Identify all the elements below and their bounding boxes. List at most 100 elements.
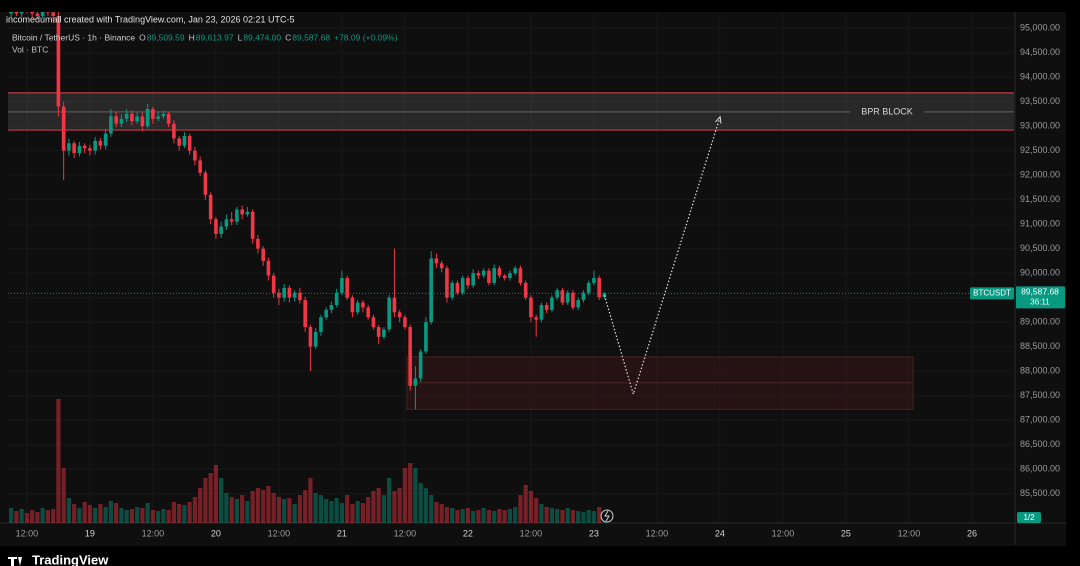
candle-body [193,150,197,161]
candle-body [445,268,449,298]
brand: TradingView [32,552,109,566]
candle-body [19,12,24,14]
candle-body [219,226,223,234]
candle-body [203,172,208,195]
candle-body [250,211,255,239]
plot-area: BPR BLOCK [8,12,1015,523]
page-indicator-bg[interactable] [1017,512,1041,523]
volume-bar [271,493,276,523]
candle-body [77,145,82,154]
candle-body [130,113,134,122]
volume-bar [240,495,245,523]
page-indicator[interactable]: 1/2 [1023,513,1035,522]
candle-body [61,106,66,151]
candle-body [82,145,87,149]
candle-body [466,278,470,286]
chart-background [0,12,1066,546]
x-tick-label: 25 [841,528,851,538]
volume-bar [82,502,87,523]
candle-body [292,292,297,298]
volume-bar [51,509,56,523]
x-tick-label: 24 [715,528,725,538]
candle-body [14,12,19,14]
volume-bar [266,486,271,523]
volume-bar [523,485,528,523]
candle-body [166,113,171,124]
volume-bar [187,502,192,523]
candle-body [508,273,512,279]
candle-body [135,116,139,122]
volume-bar [208,473,213,523]
volume-bar [166,510,171,523]
y-tick-label: 94,500.00 [1020,47,1060,57]
volume-bar [93,508,98,523]
volume-bar [439,504,444,523]
volume-bar [313,493,318,523]
volume-bar [360,503,366,523]
price-tag-bg [1016,286,1065,309]
candle-body [586,282,591,293]
candle-body [56,15,61,107]
candle-body [187,135,192,151]
volume-bar [492,511,497,523]
volume-bar [497,509,502,523]
volume-bar [355,501,360,523]
volume-bar [114,503,119,523]
candle-body [172,123,176,139]
volume-bar [397,488,402,523]
ohlc-value: 89,587.68 [292,32,330,42]
volume-bar [402,468,408,523]
candle-body [324,309,328,318]
x-tick-label: 22 [463,528,473,538]
volume-bar [234,499,240,523]
volume-bar [245,501,250,523]
volume-bar [350,504,355,523]
candle-body [460,278,465,293]
y-tick-label: 90,000.00 [1020,268,1060,278]
symbol-tag: BTCUSDT [973,288,1011,297]
candle-body [40,12,45,16]
volume-bar [460,509,465,523]
y-tick-label: 85,500.00 [1020,488,1060,498]
candle-body [182,135,187,146]
ohlc-key: C [285,32,291,42]
volume-bar [66,498,72,523]
volume-bar [198,488,203,523]
candle-body [271,275,276,293]
attribution: incomedumall created with TradingView.co… [6,14,295,24]
candle-body [229,219,234,222]
y-tick-label: 90,500.00 [1020,243,1060,253]
candle-body [151,109,155,119]
candle-body [177,138,181,146]
ohlc-key: H [189,32,195,42]
candle-body [371,317,376,328]
volume-bar [455,510,460,523]
volume-bar [282,499,287,523]
grid [8,12,1015,523]
ohlc-key: O [139,32,146,42]
volume-bar [450,508,455,523]
candle-body [277,292,281,298]
volume-bar [408,463,413,523]
volume-bar [576,511,581,523]
x-tick-label: 20 [211,528,221,538]
volume-bar [98,504,103,523]
volume-bar [14,511,19,523]
candle-body [46,12,50,13]
volume-bar [219,478,224,523]
candle-body [382,329,386,337]
candle-body [350,297,355,313]
candle-body [560,290,565,303]
volume-bar [392,491,397,523]
volume-bar [177,504,182,523]
candle-body [109,116,113,134]
candle-body [334,292,339,305]
candle-body [471,273,475,286]
volume-bar [502,510,507,523]
volume-bar [24,513,30,523]
volume-bar [255,488,261,523]
x-tick-label: 12:00 [16,528,39,538]
volume-bar [387,478,392,523]
volume-bar [518,495,523,523]
volume-bar [61,468,66,523]
